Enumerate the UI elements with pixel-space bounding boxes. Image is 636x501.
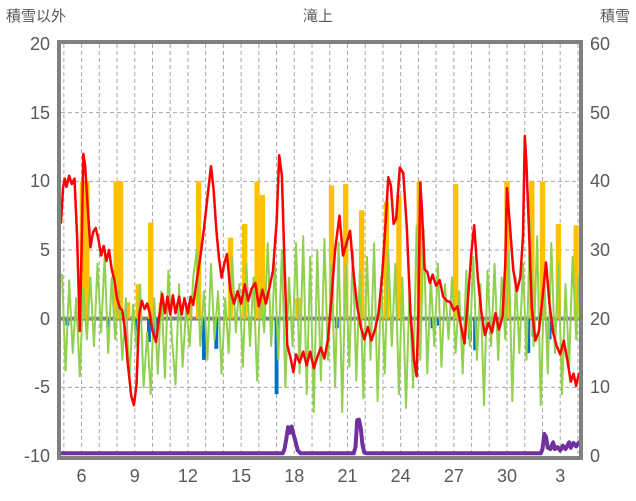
x-tick-label: 21	[337, 466, 358, 486]
y-left-tick-label: 20	[29, 34, 50, 54]
y-left-tick-label: -5	[33, 377, 50, 398]
orange-bars-bar	[124, 302, 131, 319]
orange-bars-bar	[187, 304, 193, 319]
orange-bars-bar	[259, 195, 266, 319]
orange-bars-bar	[573, 225, 579, 319]
orange-bars-bar	[241, 223, 248, 319]
orange-bars-bar	[359, 210, 365, 319]
chart-title: 滝上	[302, 8, 333, 25]
orange-bars-bar	[396, 195, 402, 319]
y-right-tick-label: 20	[590, 308, 611, 329]
y-right-tick-label: 30	[590, 240, 611, 260]
x-tick-label: 24	[390, 466, 411, 486]
orange-bars-bar	[84, 181, 90, 319]
x-tick-label: 18	[284, 466, 305, 486]
x-tick-label: 6	[76, 466, 87, 486]
orange-bars-bar	[383, 201, 390, 319]
orange-bars-bar	[343, 184, 349, 319]
blue-bars-bar	[146, 318, 151, 343]
orange-bars-bar	[254, 181, 260, 319]
x-tick-label: 15	[231, 466, 252, 486]
x-tick-label: 9	[129, 466, 140, 486]
x-tick-label: 3	[555, 466, 566, 486]
blue-bars-bar	[106, 318, 111, 329]
orange-bars-bar	[148, 222, 154, 319]
right-axis-title: 積雪	[599, 8, 630, 25]
y-right-tick-label: 50	[590, 102, 611, 123]
orange-bars-bar	[195, 181, 202, 319]
blue-bars-bar	[134, 318, 139, 332]
red-line	[61, 134, 579, 407]
y-left-tick-label: 15	[29, 102, 50, 123]
x-tick-label: 27	[443, 466, 464, 486]
x-tick-label: 12	[177, 466, 198, 486]
green-line	[61, 221, 579, 414]
y-right-tick-label: 60	[590, 34, 611, 54]
orange-bars-bar	[504, 181, 510, 319]
blue-bars-bar	[201, 318, 206, 360]
left-axis-title: 積雪以外	[6, 8, 67, 25]
y-left-tick-label: 5	[39, 240, 50, 260]
orange-bars-bar	[539, 181, 546, 319]
y-right-tick-label: 0	[590, 446, 601, 466]
blue-bars-bar	[214, 318, 219, 349]
orange-bars-bar	[328, 185, 335, 319]
y-left-tick-label: 0	[39, 308, 50, 329]
y-right-tick-label: 40	[590, 171, 611, 192]
blue-bars-bar	[436, 318, 441, 326]
orange-bars-bar	[452, 184, 459, 319]
purple-line	[61, 417, 579, 456]
blue-bars-bar	[526, 318, 531, 353]
blue-bars-bar	[274, 318, 279, 395]
chart-canvas	[61, 44, 579, 456]
orange-bars-bar	[117, 181, 124, 319]
y-right-tick-label: 10	[590, 377, 611, 398]
orange-bars-bar	[113, 181, 119, 319]
y-left-tick-label: 10	[29, 171, 50, 192]
x-tick-label: 30	[497, 466, 518, 486]
y-left-tick-label: -10	[23, 446, 50, 466]
plot-area	[57, 40, 583, 460]
